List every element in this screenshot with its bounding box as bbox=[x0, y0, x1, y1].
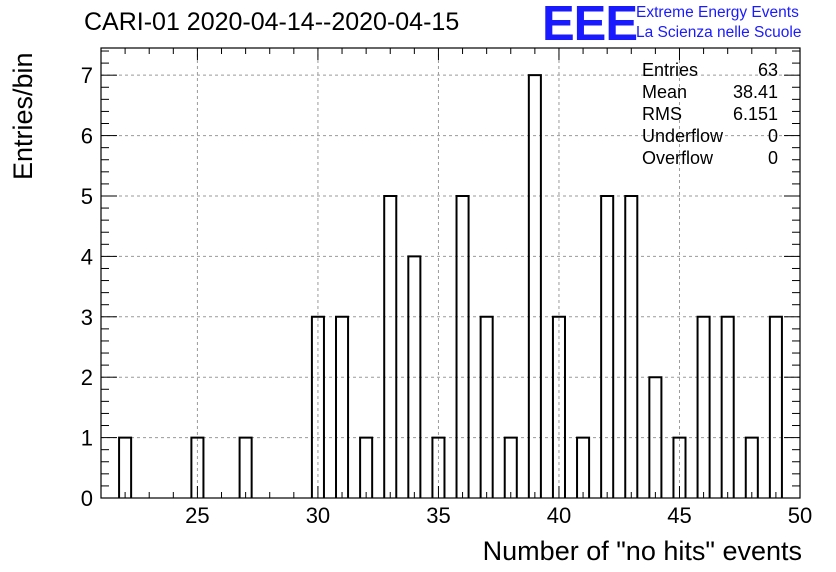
stats-label: RMS bbox=[642, 104, 682, 124]
histogram-bar bbox=[190, 436, 205, 498]
histogram-bar bbox=[600, 194, 615, 498]
histogram-bar bbox=[238, 436, 253, 498]
stats-label: Entries bbox=[642, 60, 698, 80]
y-tick-label: 6 bbox=[81, 124, 93, 149]
stats-label: Overflow bbox=[642, 148, 714, 168]
histogram-bar bbox=[503, 436, 518, 498]
histogram-bar bbox=[672, 436, 687, 498]
y-tick-label: 2 bbox=[81, 365, 93, 390]
stats-label: Underflow bbox=[642, 126, 724, 146]
y-tick-label: 3 bbox=[81, 305, 93, 330]
eee-logo-line2: La Scienza nelle Scuole bbox=[636, 24, 802, 41]
y-tick-label: 0 bbox=[81, 486, 93, 511]
stats-label: Mean bbox=[642, 82, 687, 102]
eee-logo-text: Extreme Energy Events La Scienza nelle S… bbox=[636, 3, 801, 43]
eee-logo: EEE bbox=[542, 0, 638, 51]
histogram-bar bbox=[118, 436, 133, 498]
histogram-bar bbox=[551, 315, 566, 498]
stats-value: 6.151 bbox=[733, 104, 778, 124]
histogram-bar bbox=[383, 194, 398, 498]
histogram-bar bbox=[455, 194, 470, 498]
x-tick-label: 40 bbox=[547, 503, 571, 528]
x-tick-label: 35 bbox=[426, 503, 450, 528]
histogram-bar bbox=[431, 436, 446, 498]
histogram-bar bbox=[479, 315, 494, 498]
histogram-bar bbox=[576, 436, 591, 498]
histogram-bar bbox=[768, 315, 783, 498]
x-axis-label: Number of "no hits" events bbox=[482, 536, 802, 566]
histogram-bar bbox=[624, 194, 639, 498]
histogram-bar bbox=[648, 376, 663, 498]
histogram-bar bbox=[720, 315, 735, 498]
histogram-bar bbox=[744, 436, 759, 498]
y-tick-label: 5 bbox=[81, 184, 93, 209]
y-tick-label: 4 bbox=[81, 244, 93, 269]
y-tick-label: 1 bbox=[81, 426, 93, 451]
eee-logo-line1: Extreme Energy Events bbox=[636, 4, 799, 21]
plot-frame bbox=[100, 47, 801, 499]
y-tick-label: 7 bbox=[81, 63, 93, 88]
histogram-bar bbox=[407, 255, 422, 498]
histogram-bar bbox=[335, 315, 350, 498]
stats-value: 63 bbox=[758, 60, 778, 80]
stats-value: 0 bbox=[768, 126, 778, 146]
histogram-bar bbox=[527, 74, 542, 498]
chart-title: CARI-01 2020-04-14--2020-04-15 bbox=[84, 8, 460, 36]
histogram-bar bbox=[310, 315, 325, 498]
x-tick-label: 25 bbox=[185, 503, 209, 528]
stats-value: 0 bbox=[768, 148, 778, 168]
histogram-bar bbox=[696, 315, 711, 498]
x-tick-label: 45 bbox=[667, 503, 691, 528]
x-tick-label: 30 bbox=[306, 503, 330, 528]
x-tick-label: 50 bbox=[788, 503, 812, 528]
histogram-bar bbox=[359, 436, 374, 498]
stats-value: 38.41 bbox=[733, 82, 778, 102]
